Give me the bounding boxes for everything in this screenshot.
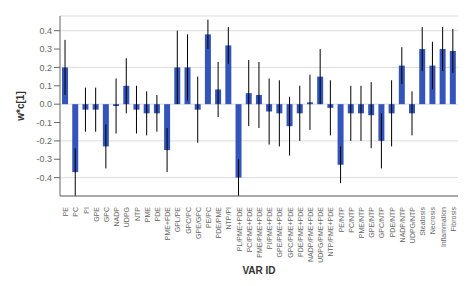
svg-text:GPE: GPE xyxy=(93,207,100,222)
svg-text:NADP/NTP: NADP/NTP xyxy=(399,207,406,243)
svg-text:-0.1: -0.1 xyxy=(36,118,52,128)
svg-text:PC/PME+PDE: PC/PME+PDE xyxy=(246,207,253,253)
svg-text:Fibrosis: Fibrosis xyxy=(450,207,457,232)
svg-text:PME/NTP: PME/NTP xyxy=(358,207,365,238)
svg-text:NTP/PI: NTP/PI xyxy=(225,207,232,230)
svg-text:GPL/PE: GPL/PE xyxy=(174,207,181,233)
svg-text:PME+FDE: PME+FDE xyxy=(164,207,171,241)
svg-text:PE/PC: PE/PC xyxy=(205,207,212,228)
svg-text:Necrosis: Necrosis xyxy=(429,207,436,235)
svg-text:PE: PE xyxy=(62,207,69,217)
svg-text:GPE/GPC: GPE/GPC xyxy=(195,207,202,239)
svg-text:GPC/NTP: GPC/NTP xyxy=(378,207,385,238)
svg-text:PDE/NTP: PDE/NTP xyxy=(389,207,396,238)
svg-text:-0.4: -0.4 xyxy=(36,173,52,183)
svg-text:NTP: NTP xyxy=(134,207,141,221)
svg-text:VAR ID: VAR ID xyxy=(242,265,275,276)
svg-text:-0.3: -0.3 xyxy=(36,154,52,164)
svg-text:PE/NTP: PE/NTP xyxy=(338,207,345,233)
svg-text:0.0: 0.0 xyxy=(39,99,52,109)
svg-text:GPC/PME+PDE: GPC/PME+PDE xyxy=(287,207,294,258)
svg-text:PI: PI xyxy=(83,207,90,214)
svg-text:Steatosis: Steatosis xyxy=(419,207,426,236)
svg-text:0.3: 0.3 xyxy=(39,44,52,54)
svg-text:PDE/PME+PDE: PDE/PME+PDE xyxy=(297,207,304,257)
svg-text:PME: PME xyxy=(144,207,151,223)
svg-text:PME/PME+PDE: PME/PME+PDE xyxy=(256,207,263,258)
svg-text:0.2: 0.2 xyxy=(39,63,52,73)
svg-text:GPE/NTP: GPE/NTP xyxy=(368,207,375,238)
svg-text:NADP: NADP xyxy=(113,207,120,227)
svg-text:UDPG/PME+PDE: UDPG/PME+PDE xyxy=(317,207,324,263)
svg-text:NADP/PME+PDE: NADP/PME+PDE xyxy=(307,207,314,262)
svg-text:PDE: PDE xyxy=(154,207,161,222)
svg-text:GPC/PC: GPC/PC xyxy=(185,207,192,234)
svg-text:PDE/PME: PDE/PME xyxy=(215,207,222,239)
svg-text:NTP/PME+PDE: NTP/PME+PDE xyxy=(327,207,334,257)
svg-text:w*c[1]: w*c[1] xyxy=(15,91,26,121)
svg-text:UDPG: UDPG xyxy=(123,207,130,227)
svg-text:GPC: GPC xyxy=(103,207,110,222)
svg-text:PL/PME+PDE: PL/PME+PDE xyxy=(236,207,243,251)
svg-text:PC/NTP: PC/NTP xyxy=(348,207,355,233)
svg-text:-0.2: -0.2 xyxy=(36,136,52,146)
svg-text:UDPG/NTP: UDPG/NTP xyxy=(409,207,416,244)
svg-text:0.1: 0.1 xyxy=(39,81,52,91)
svg-text:0.4: 0.4 xyxy=(39,26,52,36)
svg-text:Inflammation: Inflammation xyxy=(440,207,447,247)
svg-text:GPE/PME+PDE: GPE/PME+PDE xyxy=(276,207,283,258)
svg-text:PC: PC xyxy=(72,207,79,217)
svg-text:PI/PME+PDE: PI/PME+PDE xyxy=(266,207,273,250)
